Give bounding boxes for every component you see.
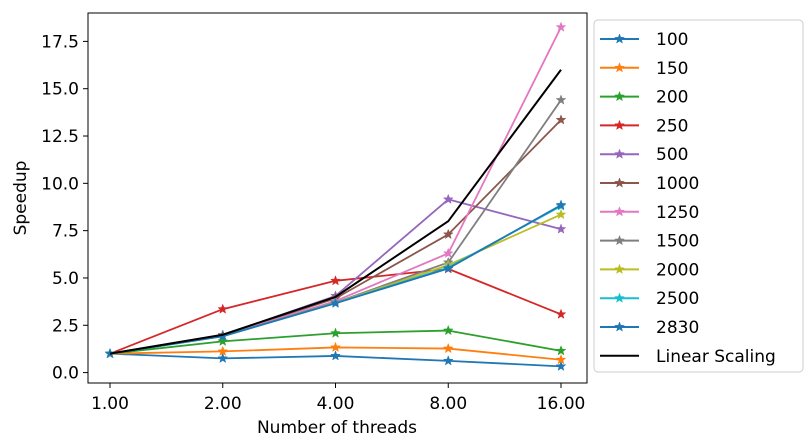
legend-label: 250 (656, 116, 688, 136)
legend-label: 2500 (656, 289, 699, 309)
legend-item: 250 (600, 116, 688, 136)
legend-label: 100 (656, 30, 688, 50)
legend-swatch-marker (614, 292, 625, 303)
data-point (442, 228, 454, 240)
legend-label: 2830 (656, 318, 699, 338)
data-point (555, 208, 567, 220)
data-point (217, 352, 229, 364)
legend-item: 200 (600, 88, 688, 108)
legend-label: 1500 (656, 232, 699, 252)
y-tick-label: 7.5 (52, 222, 79, 242)
data-point (442, 262, 454, 274)
data-point (217, 335, 229, 346)
series-100 (104, 347, 567, 371)
legend: 100 150 200 250 500 1000 1250 1500 2000 2500 2830 L… (593, 19, 804, 373)
legend-label: Linear Scaling (656, 347, 776, 367)
legend-item: 1500 (600, 232, 699, 252)
legend-item: Linear Scaling (600, 347, 776, 367)
y-tick-label: 0.0 (52, 364, 79, 384)
data-point (442, 342, 454, 354)
data-point (442, 193, 454, 205)
plot-area (87, 12, 588, 384)
x-axis-title: Number of threads (257, 418, 417, 438)
x-tick-label: 4.00 (317, 394, 355, 414)
data-point (442, 247, 454, 258)
series-layer (104, 21, 567, 371)
x-axis: 1.00 2.00 4.00 8.00 16.00 (91, 383, 585, 414)
data-point (555, 94, 567, 105)
legend-label: 150 (656, 59, 688, 79)
y-tick-label: 15.0 (41, 80, 79, 100)
data-point (330, 275, 341, 286)
legend-item: 2500 (600, 289, 699, 309)
series-line (109, 69, 562, 355)
data-point (555, 223, 567, 234)
x-tick-label: 1.00 (91, 394, 129, 414)
data-point (555, 114, 567, 125)
data-point (555, 345, 567, 356)
legend-swatch-marker (614, 321, 625, 332)
y-tick-label: 5.0 (52, 269, 79, 289)
legend-item: 1000 (600, 174, 699, 194)
legend-item: 100 (600, 30, 688, 50)
legend-label: 1250 (656, 203, 699, 223)
series-linear-scaling (109, 69, 562, 355)
legend-label: 2000 (656, 260, 699, 280)
legend-label: 1000 (656, 174, 699, 194)
data-point (330, 297, 341, 308)
y-tick-label: 17.5 (41, 32, 79, 52)
x-tick-label: 16.00 (537, 394, 586, 414)
data-point (555, 354, 567, 365)
legend-swatch-marker (614, 148, 625, 159)
data-point (442, 355, 454, 366)
data-point (555, 360, 567, 371)
legend-label: 500 (656, 145, 688, 165)
data-point (555, 308, 567, 319)
data-point (330, 327, 341, 338)
legend-swatch-marker (614, 206, 625, 217)
legend-swatch-marker (614, 263, 625, 275)
data-point (442, 324, 454, 336)
legend-swatch-marker (614, 62, 625, 73)
data-point (555, 21, 567, 32)
legend-item: 1250 (600, 203, 699, 223)
legend-swatch-marker (614, 90, 625, 102)
x-tick-label: 8.00 (429, 394, 467, 414)
legend-swatch-marker (614, 177, 625, 188)
data-point (330, 350, 341, 361)
x-tick-label: 2.00 (204, 394, 242, 414)
y-axis: 0.0 2.5 5.0 7.5 10.0 12.5 15.0 17.5 (41, 32, 88, 384)
legend-items: 100 150 200 250 500 1000 1250 1500 2000 2500 2830 L… (600, 30, 776, 367)
legend-swatch-marker (614, 234, 625, 246)
y-axis-title: Speedup (11, 161, 31, 236)
data-point (217, 303, 229, 314)
y-tick-label: 12.5 (41, 127, 79, 147)
legend-swatch-marker (614, 119, 625, 131)
data-point (217, 345, 229, 357)
legend-swatch-marker (614, 33, 625, 44)
data-point (555, 199, 567, 210)
legend-label: 200 (656, 88, 688, 108)
legend-item: 2000 (600, 260, 699, 280)
y-tick-label: 2.5 (52, 316, 79, 336)
y-tick-label: 10.0 (41, 174, 79, 194)
legend-item: 500 (600, 145, 688, 165)
data-point (330, 341, 341, 353)
legend-item: 2830 (600, 318, 699, 338)
legend-frame (593, 19, 804, 373)
legend-item: 150 (600, 59, 688, 79)
